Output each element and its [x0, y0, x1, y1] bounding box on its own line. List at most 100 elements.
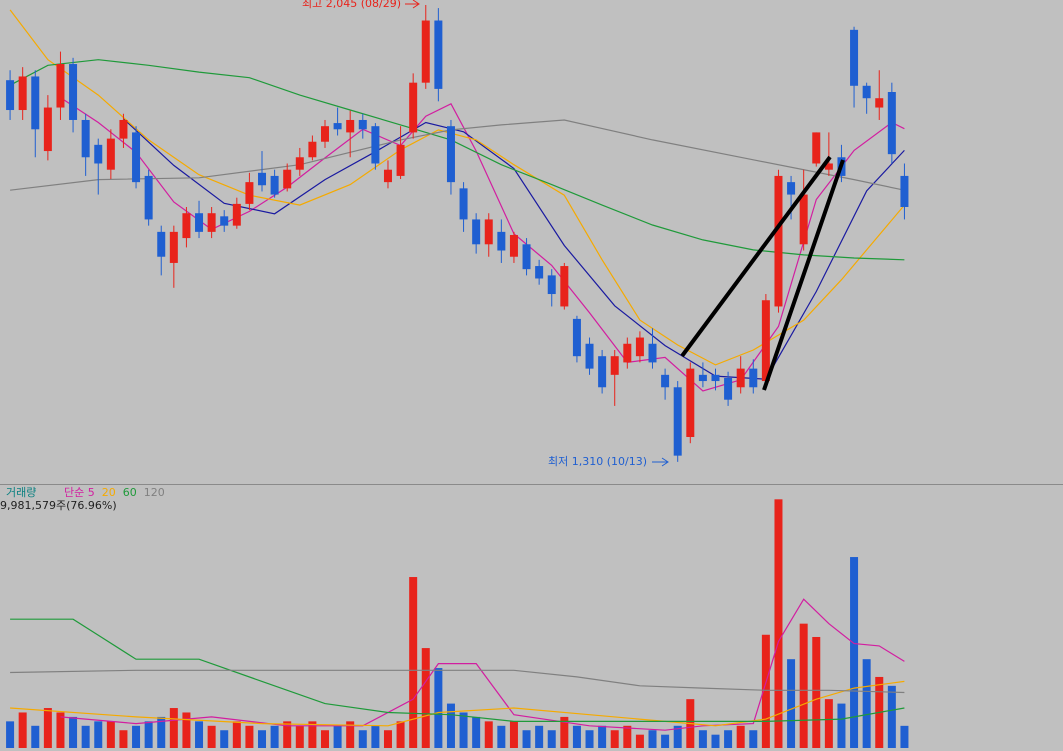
volume-bar: [585, 730, 594, 748]
candle-body: [572, 318, 581, 357]
volume-bar: [887, 685, 896, 748]
candle-body: [232, 203, 241, 226]
candle-body: [409, 82, 418, 133]
candle-body: [43, 107, 52, 152]
candle-body: [774, 175, 783, 307]
volume-bar: [799, 623, 808, 748]
volume-bar: [724, 730, 733, 748]
volume-bar: [635, 734, 644, 748]
volume-bar: [69, 716, 78, 748]
volume-bar: [182, 712, 191, 748]
candle-body: [396, 144, 405, 176]
candle-body: [358, 119, 367, 130]
candle-body: [862, 85, 871, 99]
volume-bar: [421, 648, 430, 748]
volume-bar: [132, 725, 141, 748]
candle-body: [787, 182, 796, 195]
volume-bar: [824, 699, 833, 748]
volume-bar: [371, 725, 380, 748]
candle-body: [812, 132, 821, 164]
volume-bar: [837, 703, 846, 748]
volume-bar: [736, 725, 745, 748]
candle-body: [698, 374, 707, 382]
candle-body: [195, 213, 204, 232]
candle-body: [799, 194, 808, 245]
volume-bar: [106, 721, 115, 748]
volume-bar: [572, 725, 581, 748]
candle-body: [333, 123, 342, 130]
legend-entry: 60: [123, 486, 137, 499]
candle-body: [484, 219, 493, 245]
volume-bar: [6, 721, 15, 748]
high-arrow: [405, 0, 420, 9]
volume-bar: [81, 725, 90, 748]
moving-average-line: [10, 669, 905, 694]
candle-body: [69, 64, 78, 120]
moving-average-line: [10, 680, 905, 727]
candle-body: [245, 182, 254, 204]
volume-legend-label: 거래량: [6, 486, 36, 499]
candle-body: [761, 300, 770, 382]
candle-body: [371, 126, 380, 164]
candle-body: [686, 368, 695, 437]
candle-body: [106, 138, 115, 170]
candle-body: [560, 266, 569, 307]
volume-bar: [560, 716, 569, 748]
high-annotation: 최고 2,045 (08/29): [302, 0, 401, 10]
candle-body: [283, 169, 292, 189]
candle-body: [585, 343, 594, 369]
volume-bar: [472, 716, 481, 748]
volume-bar: [258, 730, 267, 748]
moving-average-line: [9, 59, 905, 261]
candle-body: [94, 144, 103, 164]
volume-bar: [522, 730, 531, 748]
candle-body: [598, 356, 607, 388]
volume-bar: [761, 634, 770, 748]
volume-bar: [207, 725, 216, 748]
candle-body: [522, 244, 531, 270]
volume-bar: [509, 721, 518, 748]
price-panel: [6, 4, 909, 462]
candle-body: [31, 76, 40, 130]
volume-bar: [598, 725, 607, 748]
volume-bar: [295, 725, 304, 748]
volume-bar: [787, 659, 796, 748]
volume-bar: [862, 659, 871, 748]
volume-bar: [547, 730, 556, 748]
volume-bar: [749, 730, 758, 748]
volume-bar: [850, 557, 859, 748]
low-arrow: [652, 457, 669, 467]
candle-body: [320, 126, 329, 142]
volume-bar: [31, 725, 40, 748]
candle-body: [875, 98, 884, 108]
candle-body: [648, 343, 657, 363]
legend-entry: 120: [144, 486, 165, 499]
volume-bar: [245, 725, 254, 748]
candle-body: [169, 231, 178, 263]
volume-bar: [711, 734, 720, 748]
candle-body: [724, 377, 733, 400]
volume-bar: [396, 721, 405, 748]
candle-body: [270, 175, 279, 195]
volume-bar: [358, 730, 367, 748]
volume-bar: [812, 636, 821, 748]
volume-bar: [56, 712, 65, 748]
candle-body: [661, 374, 670, 388]
candle-body: [711, 374, 720, 382]
candle-body: [497, 231, 506, 251]
volume-bar: [497, 725, 506, 748]
candle-body: [850, 29, 859, 86]
volume-bar: [535, 725, 544, 748]
volume-bar: [144, 721, 153, 748]
candle-body: [446, 126, 455, 183]
volume-bar: [434, 668, 443, 748]
candle-body: [535, 266, 544, 279]
moving-average-line: [60, 598, 905, 731]
candle-body: [308, 141, 317, 158]
candle-body: [736, 368, 745, 388]
candle-body: [610, 356, 619, 375]
volume-bar: [18, 712, 27, 748]
volume-bar: [774, 499, 783, 748]
